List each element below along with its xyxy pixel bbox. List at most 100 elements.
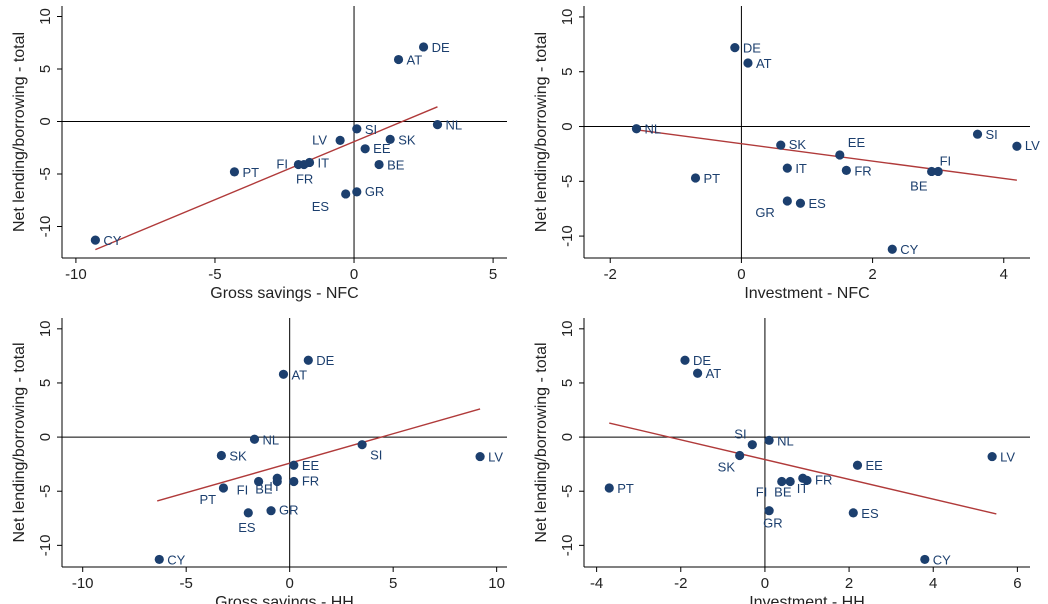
x-tick-label: 0 — [737, 266, 745, 283]
y-tick-label: -5 — [37, 167, 54, 180]
data-point-be — [785, 476, 795, 487]
x-tick-label: 5 — [389, 575, 397, 592]
point-label-cy: CY — [167, 552, 185, 567]
point-label-pt: PT — [617, 481, 634, 496]
point-label-be: BE — [910, 178, 928, 193]
data-point-cy — [920, 554, 930, 565]
data-point-nl — [432, 120, 443, 130]
data-point-lv — [987, 451, 997, 462]
y-tick-label: 0 — [37, 433, 54, 441]
x-tick-label: -5 — [180, 575, 193, 592]
x-tick-label: -5 — [208, 266, 221, 283]
point-label-sk: SK — [229, 448, 247, 463]
data-point-fr — [841, 165, 851, 175]
y-tick-label: -10 — [37, 535, 54, 557]
point-label-at: AT — [756, 56, 772, 71]
point-label-cy: CY — [103, 233, 121, 248]
data-point-it — [272, 473, 282, 483]
point-label-gr: GR — [365, 184, 385, 199]
y-tick-label: 10 — [37, 320, 54, 337]
x-tick-label: 0 — [286, 575, 294, 592]
point-label-lv: LV — [1000, 450, 1015, 465]
data-point-lv — [475, 451, 485, 462]
data-point-es — [848, 508, 858, 518]
x-tick-label: 2 — [868, 266, 876, 283]
data-point-gr — [782, 196, 792, 206]
point-label-lv: LV — [1025, 138, 1040, 153]
data-point-be — [374, 159, 384, 170]
x-axis-title: Investment - NFC — [744, 285, 869, 302]
point-label-si: SI — [370, 448, 382, 463]
point-label-nl: NL — [262, 432, 279, 447]
data-point-si — [352, 124, 362, 134]
data-point-de — [303, 355, 313, 365]
data-point-at — [278, 369, 289, 379]
point-label-ee: EE — [373, 141, 391, 156]
point-label-sk: SK — [789, 137, 807, 152]
point-label-at: AT — [706, 366, 722, 381]
point-label-lv: LV — [312, 132, 327, 147]
y-tick-label: 0 — [559, 433, 576, 441]
y-tick-label: -5 — [559, 485, 576, 498]
fitted-regression-line — [157, 408, 481, 502]
y-tick-label: -10 — [559, 225, 576, 247]
point-label-pt: PT — [199, 492, 216, 507]
data-point-lv — [335, 135, 345, 145]
point-label-es: ES — [861, 506, 879, 521]
data-point-pt — [604, 483, 614, 493]
y-tick-label: 10 — [559, 9, 576, 26]
data-point-sk — [776, 140, 786, 150]
point-label-ee: EE — [848, 135, 866, 150]
point-label-it: IT — [318, 155, 330, 170]
data-point-de — [680, 355, 690, 365]
point-label-gr: GR — [763, 516, 783, 531]
fitted-regression-line — [609, 422, 997, 515]
data-point-it — [782, 163, 792, 173]
point-label-at: AT — [291, 367, 307, 382]
point-label-gr: GR — [279, 503, 299, 518]
data-point-de — [418, 42, 429, 52]
data-point-nl — [764, 435, 774, 445]
data-point-cy — [90, 235, 100, 245]
x-tick-label: 0 — [761, 575, 769, 592]
data-point-gr — [266, 506, 276, 516]
point-label-pt: PT — [242, 165, 259, 180]
data-point-ee — [852, 460, 863, 470]
point-label-pt: PT — [704, 171, 721, 186]
y-tick-label: 5 — [37, 379, 54, 387]
point-label-si: SI — [734, 427, 746, 442]
point-label-de: DE — [743, 41, 761, 56]
y-tick-label: 10 — [559, 320, 576, 337]
data-point-si — [972, 129, 983, 139]
data-point-de — [730, 43, 740, 53]
data-point-fr — [299, 159, 309, 170]
point-label-cy: CY — [900, 242, 918, 257]
x-tick-label: -10 — [65, 266, 87, 283]
data-point-ee — [289, 460, 299, 470]
point-label-de: DE — [432, 40, 450, 55]
data-point-cy — [887, 244, 897, 254]
x-axis-title: Gross savings - HH — [215, 594, 354, 604]
x-tick-label: 10 — [488, 575, 505, 592]
point-label-de: DE — [316, 353, 334, 368]
data-point-es — [243, 508, 253, 518]
y-tick-label: 10 — [37, 8, 54, 25]
point-label-fr: FR — [815, 472, 832, 487]
y-axis-title: Net lending/borrowing - total — [533, 32, 550, 232]
data-point-fi — [777, 476, 787, 487]
point-label-ee: EE — [302, 458, 320, 473]
point-label-es: ES — [238, 520, 256, 535]
point-label-si: SI — [986, 127, 998, 142]
point-label-fr: FR — [854, 163, 871, 178]
x-tick-label: -10 — [72, 575, 94, 592]
y-tick-label: -5 — [559, 175, 576, 188]
point-label-cy: CY — [933, 552, 951, 567]
y-tick-label: 0 — [559, 122, 576, 130]
y-axis-title: Net lending/borrowing - total — [533, 342, 550, 542]
data-point-fr — [289, 476, 299, 487]
x-tick-label: 0 — [350, 266, 358, 283]
y-tick-label: 5 — [559, 379, 576, 387]
data-point-ee — [360, 144, 370, 154]
x-tick-label: -4 — [590, 575, 603, 592]
